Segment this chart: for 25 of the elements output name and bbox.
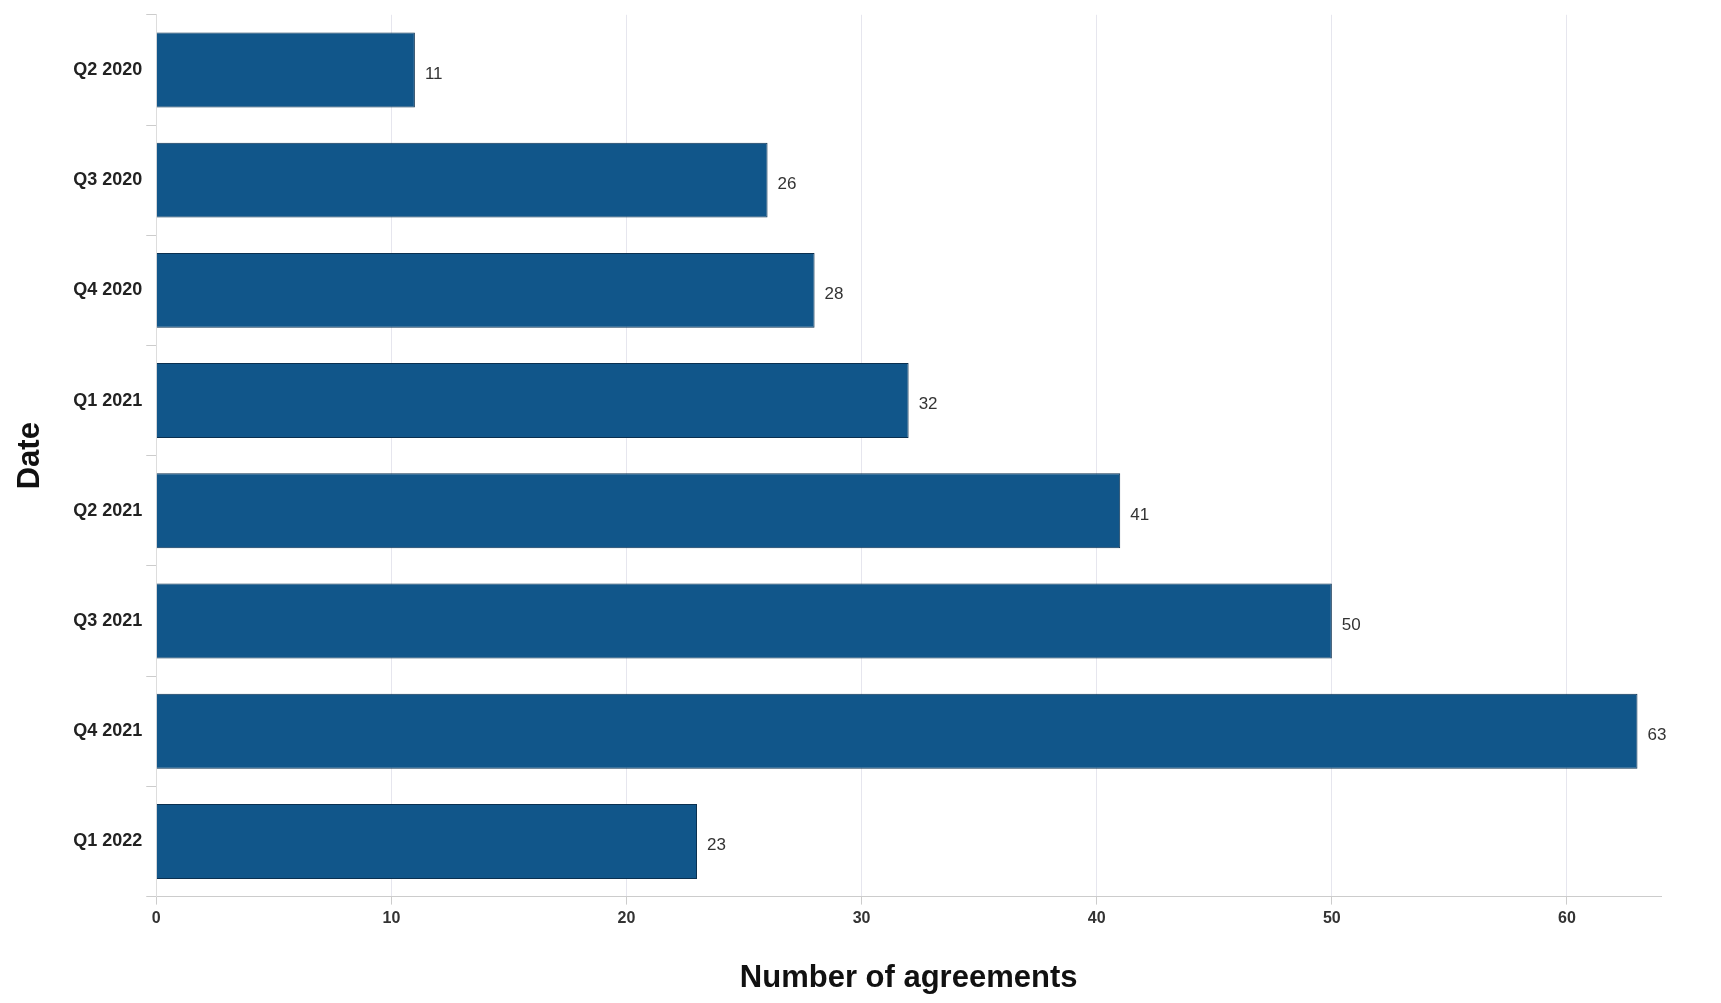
data-label: 41	[1130, 504, 1150, 524]
data-label: 28	[824, 284, 844, 304]
y-tick-label: Q1 2021	[73, 389, 143, 410]
y-tick-label: Q2 2021	[73, 499, 143, 520]
x-tick-label: 0	[151, 908, 161, 926]
y-tick-label: Q3 2020	[73, 169, 143, 190]
data-label: 26	[777, 173, 797, 193]
data-label: 50	[1341, 614, 1361, 634]
x-axis-title: Number of agreements	[739, 958, 1078, 994]
y-tick-label: Q1 2022	[73, 830, 143, 851]
data-label: 11	[424, 63, 443, 83]
y-tick-label: Q4 2020	[73, 279, 143, 300]
x-tick-label: 10	[382, 908, 401, 926]
data-label: 23	[707, 835, 726, 855]
x-tick-label: 20	[617, 908, 636, 926]
y-axis-title: Date	[11, 422, 47, 490]
x-tick-label: 40	[1087, 908, 1106, 926]
x-tick-label: 50	[1322, 908, 1341, 926]
x-tick-label: 60	[1558, 908, 1576, 926]
x-tick-label: 30	[852, 908, 871, 926]
y-tick-label: Q3 2021	[73, 610, 143, 631]
data-label: 63	[1647, 724, 1667, 744]
y-tick-label: Q2 2020	[73, 58, 143, 79]
y-tick-label: Q4 2021	[73, 720, 143, 741]
data-label: 32	[918, 394, 938, 414]
